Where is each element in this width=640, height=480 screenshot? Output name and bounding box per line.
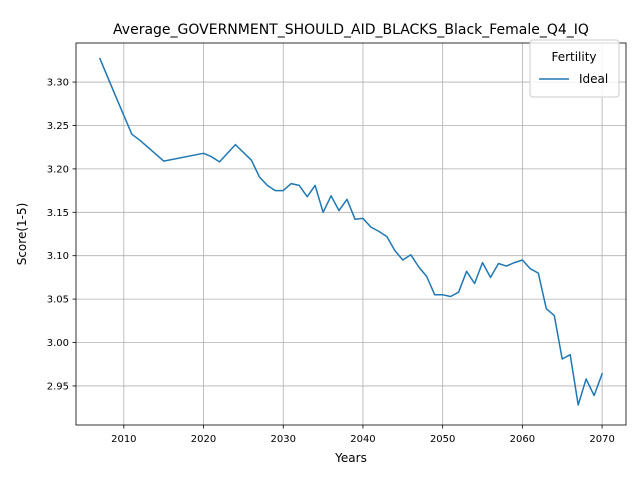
x-tick-label: 2050 (430, 434, 455, 445)
legend: Fertility Ideal (529, 39, 620, 98)
y-tick-label: 2.95 (47, 381, 69, 392)
series-line-ideal (98, 57, 604, 406)
x-tick-label: 2060 (510, 434, 535, 445)
y-tick-label: 3.10 (47, 251, 69, 262)
x-tick-label: 2070 (589, 434, 614, 445)
x-tick-label: 2040 (350, 434, 375, 445)
legend-title: Fertility (551, 50, 596, 64)
x-axis-label: Years (334, 451, 367, 465)
x-tick-label: 2020 (191, 434, 216, 445)
x-tick-label: 2010 (111, 434, 136, 445)
y-tick-label: 3.25 (47, 121, 69, 132)
y-tick-label: 3.00 (47, 338, 69, 349)
grid (76, 43, 626, 425)
x-tick-label: 2030 (271, 434, 296, 445)
y-tick-label: 3.30 (47, 78, 69, 89)
y-tick-label: 3.20 (47, 164, 69, 175)
legend-box (529, 39, 620, 98)
legend-label-ideal: Ideal (579, 72, 608, 86)
y-axis-label: Score(1-5) (15, 203, 29, 266)
chart-title: Average_GOVERNMENT_SHOULD_AID_BLACKS_Bla… (113, 22, 589, 38)
axes-frame (75, 42, 627, 426)
ticks: 2010 2020 2030 2040 2050 2060 2070 2.95 3.00 3.05… (47, 78, 615, 445)
y-tick-label: 3.05 (47, 295, 69, 306)
y-tick-label: 3.15 (47, 208, 69, 219)
series-group (98, 57, 604, 406)
